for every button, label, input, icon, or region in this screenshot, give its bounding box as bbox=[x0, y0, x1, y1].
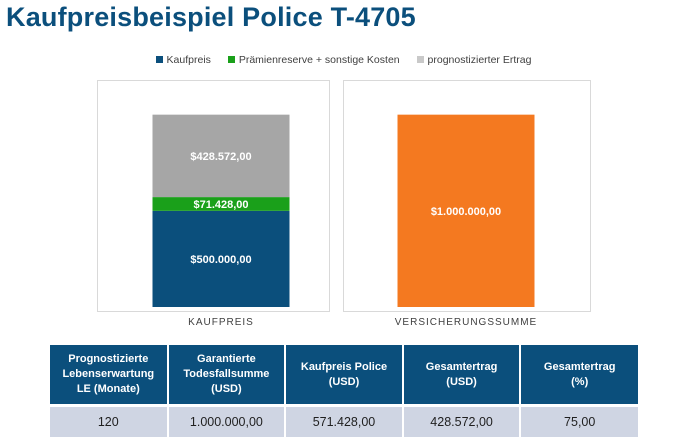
policy-summary-table: Prognostizierte Lebenserwartung LE (Mona… bbox=[50, 345, 638, 437]
bar-kaufpreis-praemienreserve-sonstige-kosten bbox=[152, 197, 290, 211]
header-line: Garantierte bbox=[197, 353, 256, 365]
header-line: LE (Monate) bbox=[76, 383, 140, 395]
header-todesfallsumme: Garantierte Todesfallsumme (USD) bbox=[167, 345, 287, 406]
header-line: Lebenserwartung bbox=[62, 368, 155, 380]
header-line: Kaufpreis Police bbox=[300, 360, 388, 373]
data-label-kaufpreis-praemienreserve-sonstige-kosten: $71.428,00 bbox=[193, 199, 248, 211]
chart-legend: Kaufpreis Prämienreserve + sonstige Kost… bbox=[0, 54, 687, 66]
legend-swatch-praemienreserve bbox=[227, 56, 235, 63]
cell-todesfallsumme: 1.000.000,00 bbox=[167, 404, 287, 437]
header-line: (USD) bbox=[446, 375, 477, 388]
table-row: 120 1.000.000,00 571.428,00 428.572,00 7… bbox=[50, 404, 638, 437]
header-gesamtertrag-usd: Gesamtertrag (USD) bbox=[402, 345, 522, 406]
cell-gesamtertrag-usd: 428.572,00 bbox=[402, 404, 522, 437]
header-kaufpreis-police: Kaufpreis Police (USD) bbox=[285, 345, 404, 406]
cell-gesamtertrag-prozent: 75,00 bbox=[520, 404, 638, 437]
header-line: Prognostizierte bbox=[68, 353, 149, 365]
legend-item-ertrag: prognostizierter Ertrag bbox=[416, 54, 532, 66]
header-line: (USD) bbox=[328, 375, 360, 388]
legend-item-praemienreserve: Prämienreserve + sonstige Kosten bbox=[227, 54, 400, 66]
stacked-bar-chart: $500.000,00 $71.428,00 $428.572,00 KAUFPREI… bbox=[152, 114, 537, 328]
legend-swatch-kaufpreis bbox=[155, 56, 163, 63]
header-line: (USD) bbox=[211, 383, 242, 395]
data-label-kaufpreis-kaufpreis: $500.000,00 bbox=[190, 254, 251, 266]
header-lebenserwartung: Prognostizierte Lebenserwartung LE (Mona… bbox=[50, 345, 169, 406]
header-line: Todesfallsumme bbox=[183, 368, 270, 380]
page-title: Kaufpreisbeispiel Police T-4705 bbox=[6, 2, 416, 32]
cell-lebenserwartung: 120 bbox=[50, 404, 169, 437]
category-label-versicherungssumme: VERSICHERUNGSSUMME bbox=[395, 317, 537, 328]
header-line: Gesamtertrag bbox=[425, 360, 498, 373]
legend-swatch-ertrag bbox=[416, 56, 424, 63]
legend-label-praemienreserve: Prämienreserve + sonstige Kosten bbox=[238, 54, 400, 66]
table-header-row: Prognostizierte Lebenserwartung LE (Mona… bbox=[50, 345, 638, 406]
cell-kaufpreis-police: 571.428,00 bbox=[285, 404, 404, 437]
category-label-kaufpreis: KAUFPREIS bbox=[188, 317, 254, 328]
header-line: Gesamtertrag bbox=[543, 360, 616, 373]
legend-label-kaufpreis: Kaufpreis bbox=[166, 54, 211, 66]
bar-kaufpreis-kaufpreis bbox=[152, 210, 290, 307]
legend-label-ertrag: prognostizierter Ertrag bbox=[427, 54, 532, 66]
header-line: (%) bbox=[571, 375, 589, 388]
header-gesamtertrag-prozent: Gesamtertrag (%) bbox=[520, 345, 638, 406]
bar-kaufpreis-prognostizierter-ertrag bbox=[152, 114, 290, 198]
bar-versicherungssumme-versicherungssumme bbox=[397, 114, 535, 307]
legend-item-kaufpreis: Kaufpreis bbox=[155, 54, 211, 66]
data-label-kaufpreis-prognostizierter-ertrag: $428.572,00 bbox=[190, 151, 251, 163]
data-label-versicherungssumme-versicherungssumme: $1.000.000,00 bbox=[431, 206, 501, 218]
